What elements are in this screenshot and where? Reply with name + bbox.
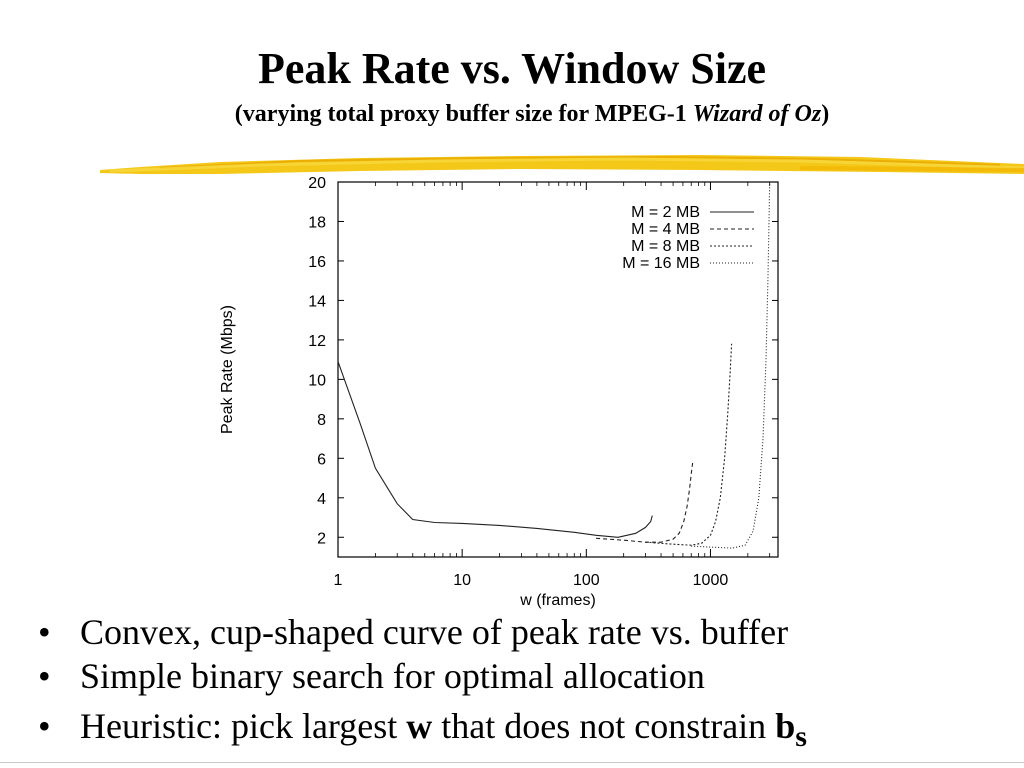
subtitle-suffix: ) [821, 101, 830, 127]
y-tick-label: 6 [317, 451, 326, 468]
legend-label-m-8-mb: M = 8 MB [631, 238, 700, 255]
bullet-text-pre: Heuristic: pick largest [80, 706, 407, 746]
bullet-item: • Simple binary search for optimal alloc… [38, 656, 1018, 706]
x-tick-label: 1000 [693, 572, 729, 589]
chart-frame [337, 181, 779, 558]
x-ticks: 1 10 100 1000 [334, 182, 771, 589]
x-axis-label: w (frames) [519, 592, 596, 609]
bullet-item: • Convex, cup-shaped curve of peak rate … [38, 612, 1018, 656]
legend-label-m-16-mb: M = 16 MB [622, 255, 700, 272]
bullet-item: • Heuristic: pick largest w that does no… [38, 706, 1018, 757]
bullet-marker: • [38, 656, 51, 696]
y-tick-label: 14 [308, 293, 326, 310]
plot-border [337, 181, 779, 558]
chart-legend: M = 2 MBM = 4 MBM = 8 MBM = 16 MB [622, 204, 754, 272]
series-lines [337, 181, 771, 549]
y-tick-label: 8 [317, 412, 326, 429]
bullet-bold-w: w [406, 706, 433, 746]
y-tick-label: 4 [317, 491, 326, 508]
bullet-text: Simple binary search for optimal allocat… [80, 656, 705, 696]
bullet-text-mid: that does not constrain [432, 706, 776, 746]
legend-label-m-2-mb: M = 2 MB [631, 204, 700, 221]
y-axis-label: Peak Rate (Mbps) [219, 305, 236, 434]
series-line-m-8-mb [645, 343, 733, 546]
slide-bottom-rule [0, 762, 1024, 763]
highlight-stripe [100, 155, 1024, 174]
bullet-marker: • [38, 612, 51, 652]
y-tick-label: 16 [308, 254, 326, 271]
bullet-bold-b: bs [775, 706, 807, 753]
x-tick-label: 1 [334, 572, 343, 589]
x-tick-label: 100 [573, 572, 600, 589]
series-line-m-16-mb [691, 181, 771, 549]
y-tick-label: 12 [308, 333, 326, 350]
bullet-list: • Convex, cup-shaped curve of peak rate … [38, 612, 1018, 757]
y-ticks: 2 4 6 8 10 12 14 16 18 20 [308, 175, 778, 547]
y-tick-label: 10 [308, 372, 326, 389]
subtitle-prefix: (varying total proxy buffer size for MPE… [234, 101, 693, 127]
bullet-subscript: s [795, 720, 807, 754]
subtitle-italic: Wizard of Oz [692, 101, 822, 127]
x-tick-label: 10 [453, 572, 471, 589]
slide-subtitle: (varying total proxy buffer size for MPE… [0, 99, 1024, 129]
legend-label-m-4-mb: M = 4 MB [631, 221, 700, 238]
y-tick-label: 20 [308, 175, 326, 192]
series-line-m-4-mb [596, 462, 694, 543]
y-tick-label: 18 [308, 214, 326, 231]
y-tick-label: 2 [317, 530, 326, 547]
bullet-marker: • [38, 706, 51, 746]
bullet-bold-b-char: b [775, 706, 796, 746]
bullet-text: Convex, cup-shaped curve of peak rate vs… [80, 612, 789, 652]
series-line-m-2-mb [337, 361, 653, 538]
slide-title: Peak Rate vs. Window Size [257, 44, 767, 93]
